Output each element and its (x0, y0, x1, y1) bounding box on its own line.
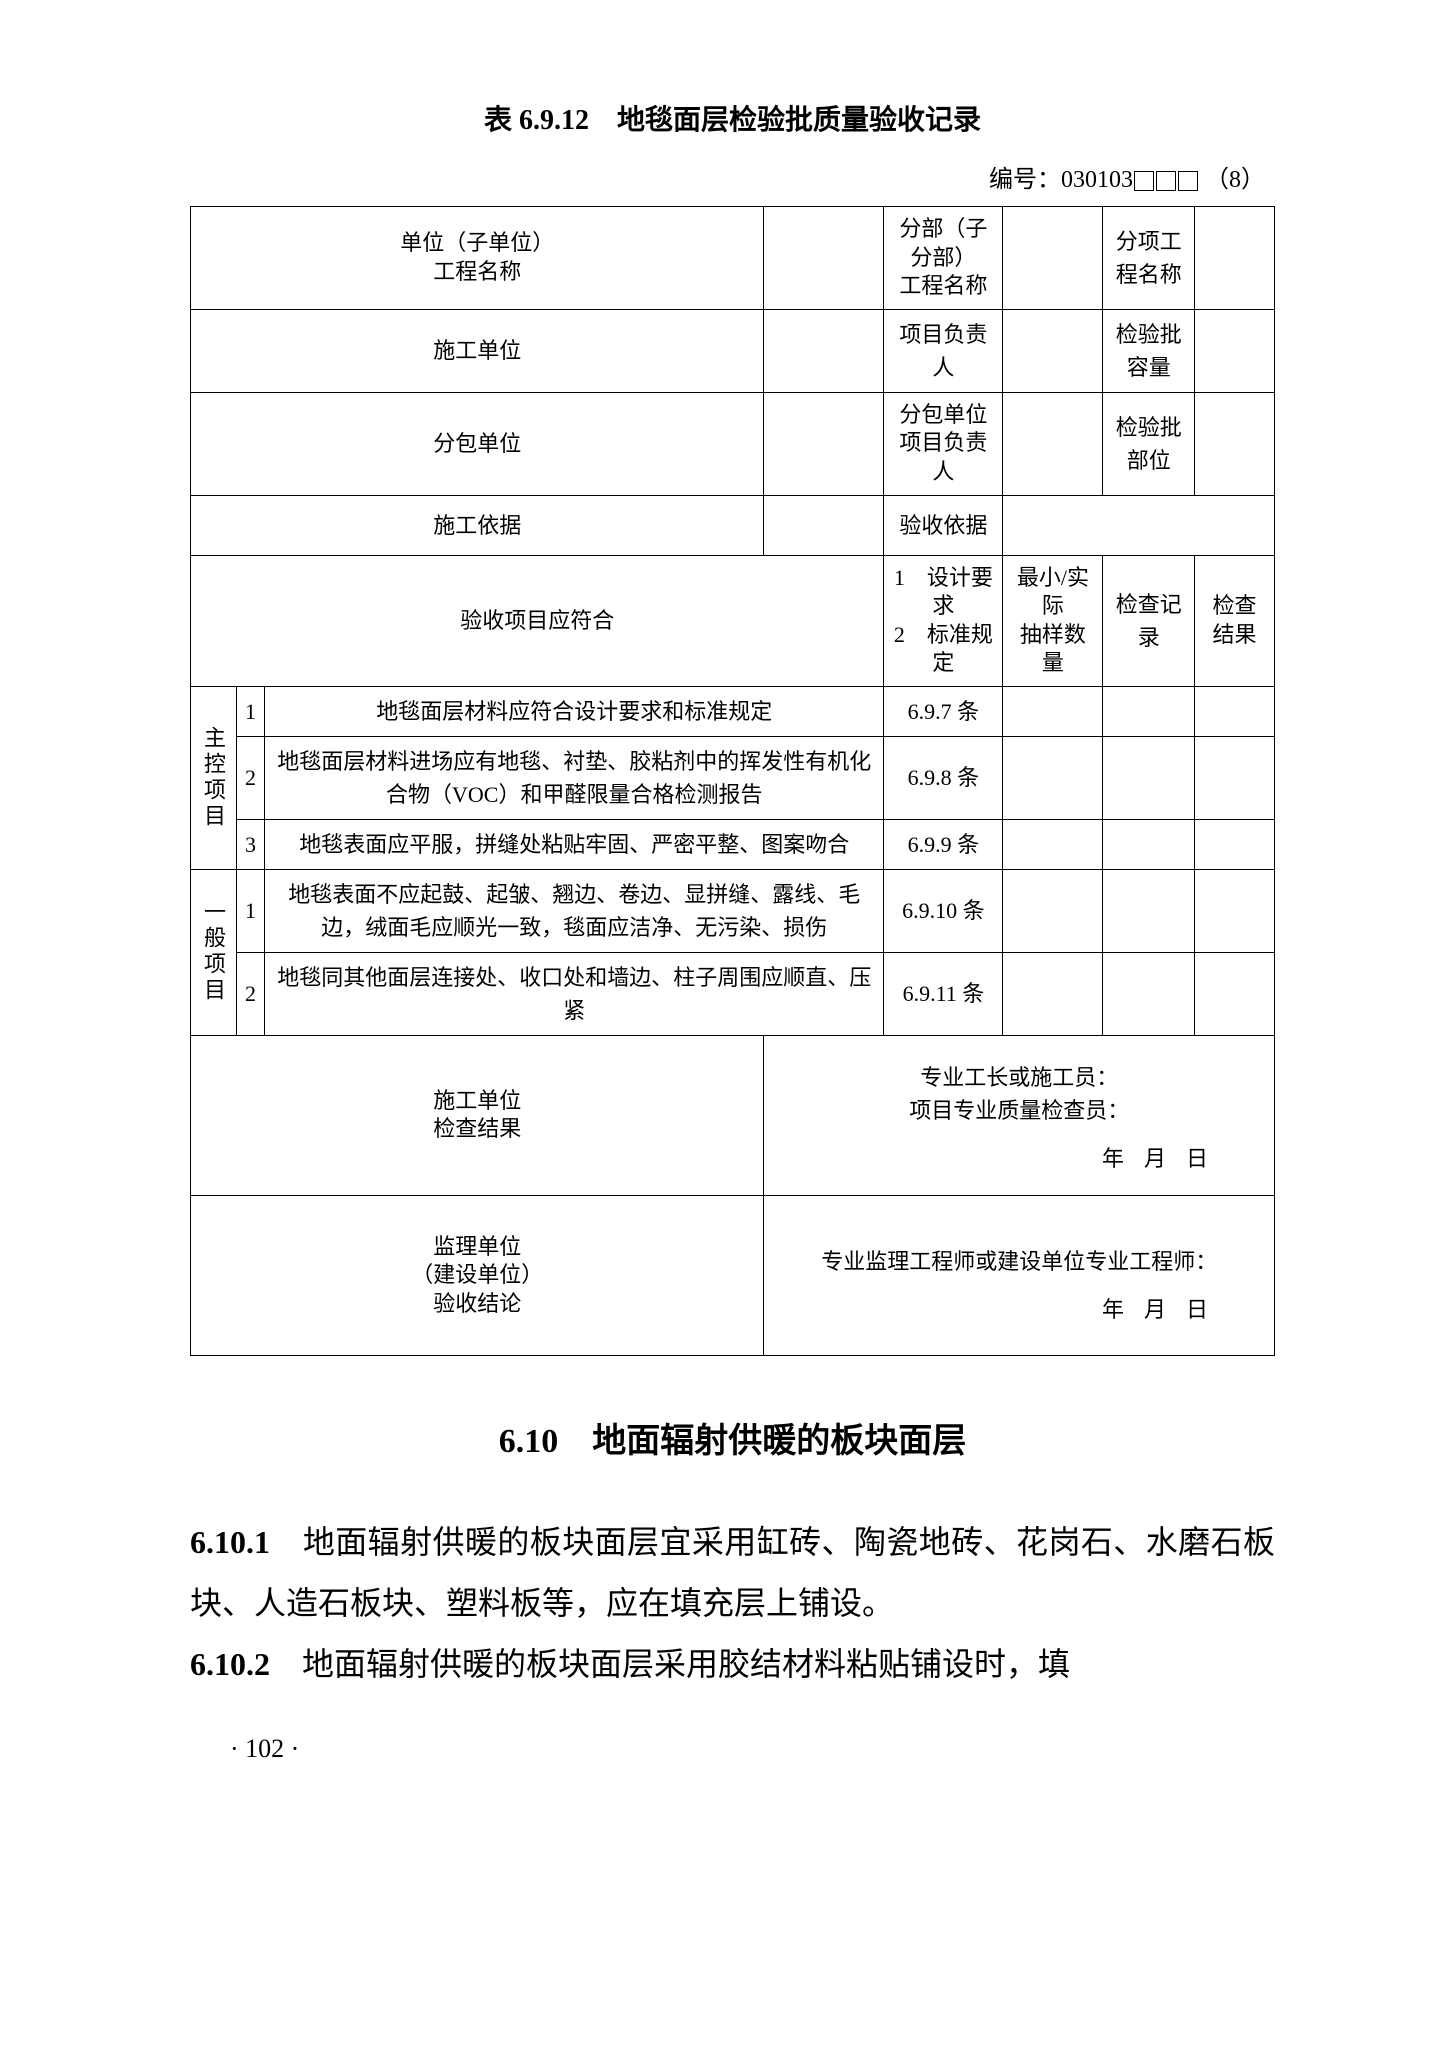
check-sample-header: 最小/实际 抽样数量 (1003, 555, 1103, 686)
main-control-group: 主控项目 (191, 686, 237, 869)
cell-blank (1003, 207, 1103, 310)
doc-number-prefix: 编号：030103 (989, 167, 1133, 193)
page-number: · 102 · (190, 1729, 1275, 1768)
doc-number: 编号：030103 （8） (190, 162, 1275, 198)
cell-batch-location: 检验批部位 (1103, 392, 1195, 495)
cell-blank (1103, 952, 1195, 1035)
sig1-line2: 项目专业质量检查员： (770, 1094, 1268, 1127)
cell-blank (1195, 869, 1275, 952)
para1-number: 6.10.1 (190, 1524, 270, 1560)
table-row: 分包单位 分包单位 项目负责人 检验批部位 (191, 392, 1275, 495)
table-row: 施工单位 项目负责人 检验批容量 (191, 309, 1275, 392)
table-row: 3 地毯表面应平服，拼缝处粘贴牢固、严密平整、图案吻合 6.9.9 条 (191, 819, 1275, 869)
cell-blank (764, 392, 884, 495)
section-heading: 6.10 地面辐射供暖的板块面层 (190, 1416, 1275, 1467)
item-text: 地毯表面不应起鼓、起皱、翘边、卷边、显拼缝、露线、毛边，绒面毛应顺光一致，毯面应… (265, 869, 884, 952)
paragraph-1: 6.10.1 地面辐射供暖的板块面层宜采用缸砖、陶瓷地砖、花岗石、水磨石板块、人… (190, 1512, 1275, 1634)
cell-subcontract-leader: 分包单位 项目负责人 (884, 392, 1003, 495)
check-item-header: 验收项目应符合 (191, 555, 884, 686)
cell-acceptance-basis: 验收依据 (884, 495, 1003, 555)
blank-box (1156, 171, 1176, 191)
cell-blank (764, 207, 884, 310)
sig2-date: 年月日 (770, 1293, 1268, 1326)
signature-row: 施工单位 检查结果 专业工长或施工员： 项目专业质量检查员： 年月日 (191, 1035, 1275, 1195)
cell-blank (1195, 819, 1275, 869)
cell-blank (1195, 207, 1275, 310)
item-text: 地毯同其他面层连接处、收口处和墙边、柱子周围应顺直、压紧 (265, 952, 884, 1035)
cell-blank (1103, 736, 1195, 819)
cell-blank (1003, 392, 1103, 495)
sig2-line1: 专业监理工程师或建设单位专业工程师： (770, 1245, 1268, 1278)
sig1-date: 年月日 (770, 1142, 1268, 1175)
item-number: 1 (237, 869, 265, 952)
cell-blank (1003, 869, 1103, 952)
blank-box (1178, 171, 1198, 191)
sig1-line1: 专业工长或施工员： (770, 1061, 1268, 1094)
cell-blank (1103, 869, 1195, 952)
signature-row: 监理单位 （建设单位） 验收结论 专业监理工程师或建设单位专业工程师： 年月日 (191, 1195, 1275, 1355)
cell-unit-name: 单位（子单位） 工程名称 (191, 207, 764, 310)
para1-text: 地面辐射供暖的板块面层宜采用缸砖、陶瓷地砖、花岗石、水磨石板块、人造石板块、塑料… (190, 1524, 1275, 1621)
item-ref: 6.9.11 条 (884, 952, 1003, 1035)
cell-construction-unit: 施工单位 (191, 309, 764, 392)
cell-blank (1003, 309, 1103, 392)
item-text: 地毯表面应平服，拼缝处粘贴牢固、严密平整、图案吻合 (265, 819, 884, 869)
cell-blank (1103, 819, 1195, 869)
sig2-label: 监理单位 （建设单位） 验收结论 (191, 1195, 764, 1355)
sig1-block: 专业工长或施工员： 项目专业质量检查员： 年月日 (764, 1035, 1275, 1195)
table-row: 一般项目 1 地毯表面不应起鼓、起皱、翘边、卷边、显拼缝、露线、毛边，绒面毛应顺… (191, 869, 1275, 952)
table-row: 单位（子单位） 工程名称 分部（子分部） 工程名称 分项工程名称 (191, 207, 1275, 310)
para2-text: 地面辐射供暖的板块面层采用胶结材料粘贴铺设时，填 (270, 1646, 1070, 1682)
table-row: 施工依据 验收依据 (191, 495, 1275, 555)
cell-blank (1195, 952, 1275, 1035)
table-row: 2 地毯面层材料进场应有地毯、衬垫、胶粘剂中的挥发性有机化合物（VOC）和甲醛限… (191, 736, 1275, 819)
item-text: 地毯面层材料应符合设计要求和标准规定 (265, 686, 884, 736)
general-group: 一般项目 (191, 869, 237, 1035)
inspection-table: 单位（子单位） 工程名称 分部（子分部） 工程名称 分项工程名称 施工单位 项目… (190, 206, 1275, 1356)
item-text: 地毯面层材料进场应有地毯、衬垫、胶粘剂中的挥发性有机化合物（VOC）和甲醛限量合… (265, 736, 884, 819)
table-row: 主控项目 1 地毯面层材料应符合设计要求和标准规定 6.9.7 条 (191, 686, 1275, 736)
doc-number-suffix: （8） (1205, 167, 1265, 193)
cell-blank (1003, 495, 1275, 555)
cell-blank (1195, 309, 1275, 392)
cell-blank (1003, 952, 1103, 1035)
cell-blank (1003, 686, 1103, 736)
table-title: 表 6.9.12 地毯面层检验批质量验收记录 (190, 100, 1275, 142)
item-ref: 6.9.8 条 (884, 736, 1003, 819)
item-number: 1 (237, 686, 265, 736)
check-result-header: 检查 结果 (1195, 555, 1275, 686)
cell-blank (1003, 819, 1103, 869)
cell-blank (1003, 736, 1103, 819)
item-ref: 6.9.7 条 (884, 686, 1003, 736)
cell-blank (1195, 736, 1275, 819)
check-record-header: 检查记录 (1103, 555, 1195, 686)
cell-construction-basis: 施工依据 (191, 495, 764, 555)
check-requirement-header: 1 设计要求 2 标准规定 (884, 555, 1003, 686)
cell-blank (764, 309, 884, 392)
cell-blank (1103, 686, 1195, 736)
item-number: 2 (237, 736, 265, 819)
item-number: 2 (237, 952, 265, 1035)
cell-blank (1195, 392, 1275, 495)
item-ref: 6.9.9 条 (884, 819, 1003, 869)
cell-subitem-name: 分项工程名称 (1103, 207, 1195, 310)
blank-box (1134, 171, 1154, 191)
cell-batch-capacity: 检验批容量 (1103, 309, 1195, 392)
item-ref: 6.9.10 条 (884, 869, 1003, 952)
sig1-label: 施工单位 检查结果 (191, 1035, 764, 1195)
cell-blank (1195, 686, 1275, 736)
sig2-block: 专业监理工程师或建设单位专业工程师： 年月日 (764, 1195, 1275, 1355)
table-row: 2 地毯同其他面层连接处、收口处和墙边、柱子周围应顺直、压紧 6.9.11 条 (191, 952, 1275, 1035)
cell-subunit-name: 分部（子分部） 工程名称 (884, 207, 1003, 310)
cell-subcontract-unit: 分包单位 (191, 392, 764, 495)
cell-blank (764, 495, 884, 555)
cell-project-leader: 项目负责人 (884, 309, 1003, 392)
check-header-row: 验收项目应符合 1 设计要求 2 标准规定 最小/实际 抽样数量 检查记录 检查… (191, 555, 1275, 686)
item-number: 3 (237, 819, 265, 869)
para2-number: 6.10.2 (190, 1646, 270, 1682)
paragraph-2: 6.10.2 地面辐射供暖的板块面层采用胶结材料粘贴铺设时，填 (190, 1634, 1275, 1695)
